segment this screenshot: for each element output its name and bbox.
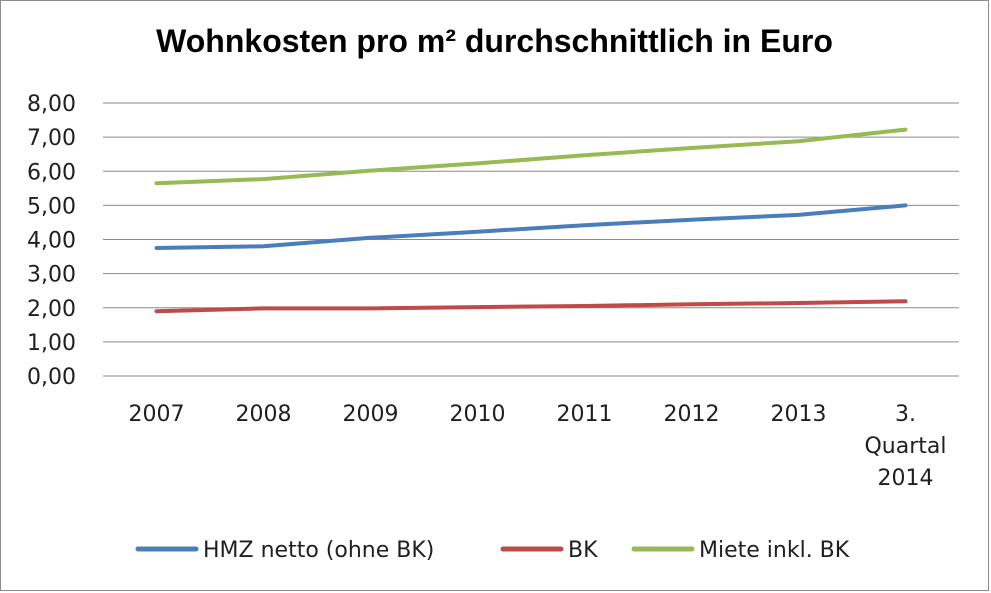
x-tick-label: 2007 [129, 402, 185, 427]
legend-item: BK [500, 538, 598, 563]
series-line [154, 299, 908, 314]
legend-item: Miete inkl. BK [631, 538, 850, 563]
gridlines [103, 102, 959, 377]
x-tick-label: 3. Quartal 2014 [864, 402, 946, 491]
y-tick-label: 6,00 [27, 160, 76, 185]
y-tick-label: 0,00 [27, 365, 76, 390]
y-tick-label: 7,00 [27, 126, 76, 151]
y-tick-label: 8,00 [27, 92, 76, 117]
x-tick-label: 2009 [343, 402, 399, 427]
x-tick-label: 2013 [771, 402, 827, 427]
legend-label: BK [568, 538, 598, 563]
series-lines [154, 127, 908, 314]
y-tick-label: 1,00 [27, 331, 76, 356]
legend: HMZ netto (ohne BK) BK Miete inkl. BK [135, 538, 850, 563]
series-line [154, 203, 908, 250]
series-line [154, 127, 908, 186]
chart-title: Wohnkosten pro m² durchschnittlich in Eu… [156, 23, 833, 59]
y-tick-label: 4,00 [27, 229, 76, 254]
legend-label: Miete inkl. BK [699, 538, 850, 563]
y-tick-label: 3,00 [27, 263, 76, 288]
x-tick-label: 2011 [557, 402, 613, 427]
y-tick-label: 2,00 [27, 297, 76, 322]
x-tick-label: 2008 [236, 402, 292, 427]
x-tick-label: 2012 [664, 402, 720, 427]
x-axis-tick-labels: 2007 2008 2009 2010 2011 2012 2013 3. Quartal 201… [129, 402, 947, 491]
y-axis-tick-labels: 0,00 1,00 2,00 3,00 4,00 5,00 6,00 7,00 8,00 [27, 92, 76, 390]
legend-item: HMZ netto (ohne BK) [135, 538, 434, 563]
x-tick-label: 2010 [450, 402, 506, 427]
y-tick-label: 5,00 [27, 194, 76, 219]
legend-label: HMZ netto (ohne BK) [203, 538, 434, 563]
